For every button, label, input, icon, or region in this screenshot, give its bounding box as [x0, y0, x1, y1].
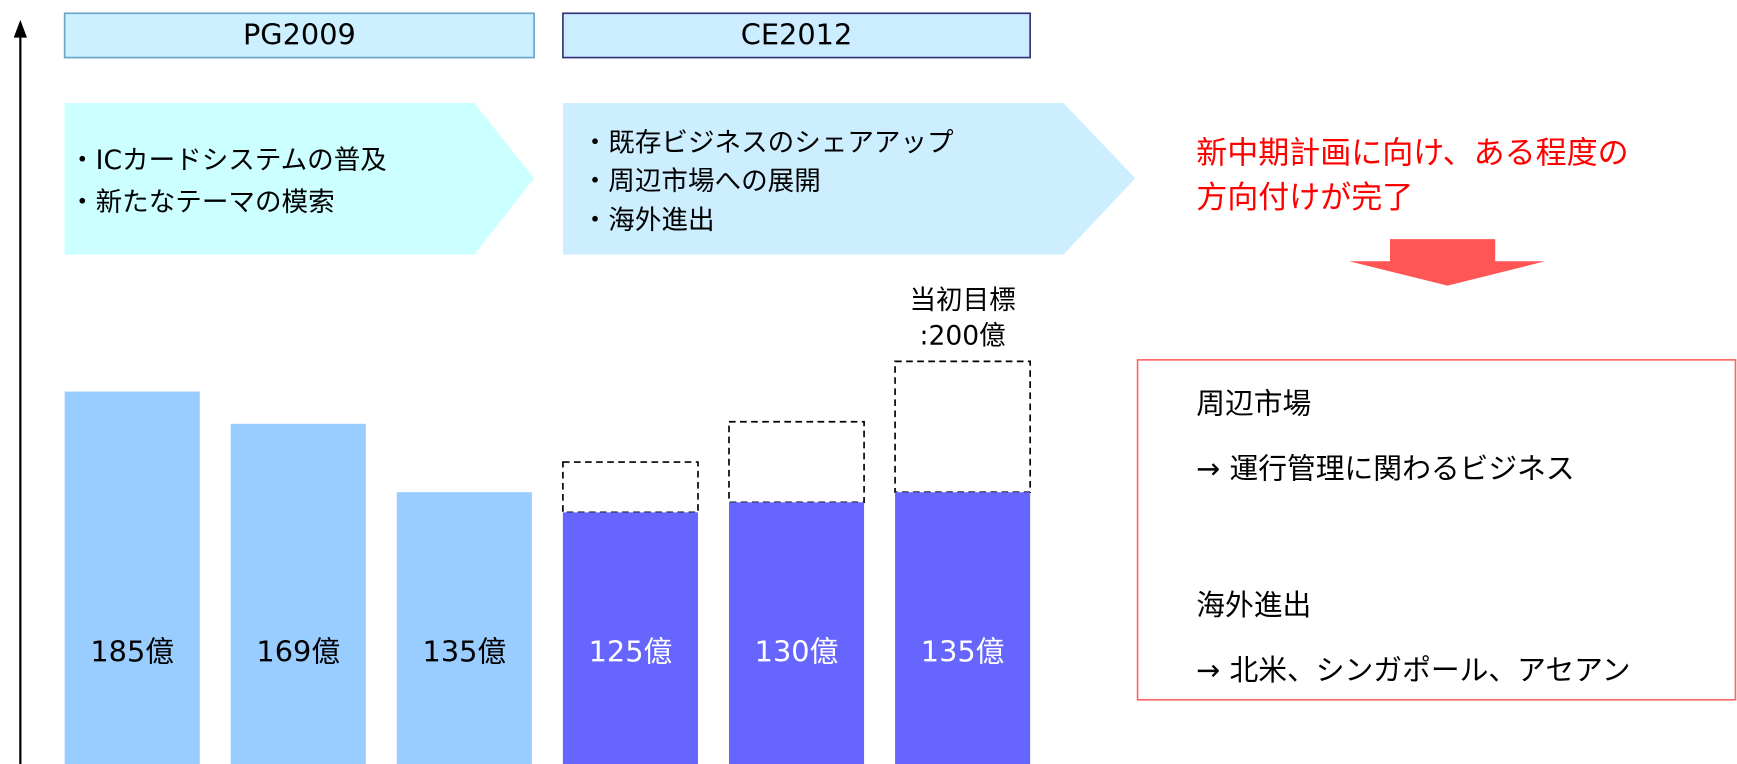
- note: 新中期計画に向け、ある程度の: [1196, 136, 1628, 172]
- bar: [396, 492, 532, 764]
- target-box: [562, 461, 699, 514]
- phase-chevron: [562, 102, 1136, 255]
- bullet: ・既存ビジネスのシェアアップ: [582, 127, 954, 158]
- bar: [64, 391, 200, 764]
- box-line: → 北米、シンガポール、アセアン: [1196, 653, 1630, 687]
- axis-arrow: [13, 19, 27, 38]
- bullet: ・海外進出: [582, 205, 715, 236]
- phase-header: [63, 12, 535, 59]
- target-label: :200億: [920, 321, 1006, 352]
- bar: [562, 512, 698, 764]
- bullet: ・ICカードシステムの普及: [69, 145, 387, 176]
- bar: [728, 502, 865, 764]
- phase-title: PG2009: [243, 18, 356, 52]
- bullet: ・新たなテーマの模索: [69, 187, 335, 218]
- bar: [895, 492, 1031, 764]
- box-line: 海外進出: [1196, 588, 1311, 622]
- down-arrow: [1349, 239, 1546, 286]
- value-label: 169億: [256, 634, 340, 668]
- value-label: 125億: [589, 634, 673, 668]
- value-label: 185億: [90, 634, 174, 668]
- bar: [230, 423, 366, 764]
- phase-title: CE2012: [741, 18, 852, 52]
- target-label: 当初目標: [909, 285, 1015, 316]
- target-box: [894, 360, 1031, 494]
- value-label: 135億: [423, 634, 507, 668]
- phase-chevron: [64, 102, 535, 255]
- target-box: [728, 420, 865, 504]
- phase-header: [562, 12, 1031, 59]
- box-line: 周辺市場: [1196, 386, 1311, 420]
- box-line: → 運行管理に関わるビジネス: [1196, 452, 1574, 486]
- note: 方向付けが完了: [1196, 180, 1413, 216]
- info-box: [1136, 359, 1737, 701]
- bullet: ・周辺市場への展開: [582, 166, 821, 197]
- value-label: 135億: [921, 634, 1005, 668]
- value-label: 130億: [755, 634, 839, 668]
